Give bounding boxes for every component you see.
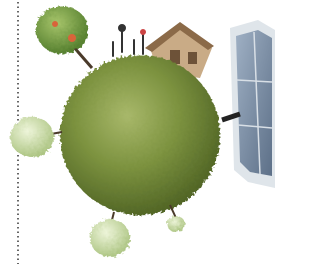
foliage [90,219,130,257]
person-head [140,29,146,35]
page [0,0,320,266]
fruit [52,21,58,27]
solar-panel [222,20,275,188]
foliage [167,216,185,232]
people [113,25,146,56]
fruit [68,34,76,42]
foliage [36,6,88,54]
panel-cells [236,30,272,176]
tree-top-left [36,6,92,68]
tree-bottom [90,212,130,257]
foliage [10,117,54,157]
scene [0,0,275,266]
house-window [188,52,197,64]
grass-planet [60,55,220,215]
tree-left [10,117,62,157]
person-head [119,25,125,31]
